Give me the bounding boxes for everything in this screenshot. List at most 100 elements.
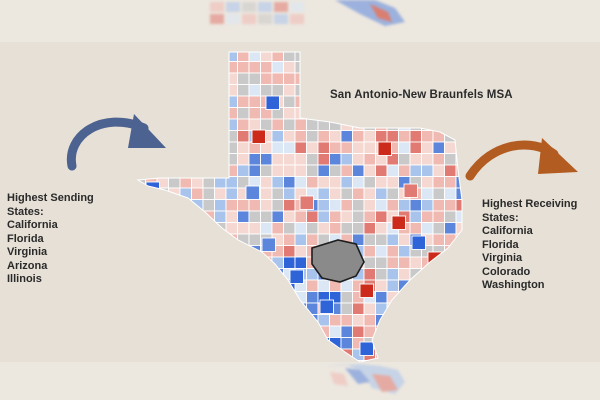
county	[156, 52, 169, 62]
county	[260, 153, 273, 166]
county	[340, 153, 353, 166]
county	[283, 337, 296, 350]
county	[283, 222, 296, 235]
county	[168, 72, 181, 85]
county	[398, 153, 411, 166]
county	[248, 84, 261, 97]
county	[138, 325, 146, 338]
county	[306, 233, 319, 246]
county	[283, 84, 296, 97]
county	[444, 153, 457, 166]
county	[317, 72, 330, 85]
county	[340, 199, 353, 212]
county	[386, 268, 399, 281]
county	[329, 314, 342, 327]
county	[363, 141, 376, 154]
county	[375, 302, 388, 315]
county	[138, 72, 146, 85]
county	[225, 348, 238, 361]
county	[386, 72, 399, 85]
county	[191, 233, 204, 246]
county	[283, 256, 296, 269]
county	[271, 337, 284, 350]
county	[375, 256, 388, 269]
county	[145, 279, 158, 292]
county	[455, 337, 462, 350]
county	[237, 337, 250, 350]
county	[191, 279, 204, 292]
county	[156, 199, 169, 212]
county	[306, 176, 319, 189]
county	[271, 72, 284, 85]
county	[248, 107, 261, 120]
county	[317, 187, 330, 200]
county	[455, 61, 462, 74]
county	[340, 52, 353, 62]
county	[409, 302, 422, 315]
county	[444, 360, 457, 362]
county	[283, 95, 296, 108]
county	[340, 141, 353, 154]
county	[283, 164, 296, 177]
county	[386, 325, 399, 338]
county	[145, 84, 158, 97]
county	[202, 95, 215, 108]
county	[214, 61, 227, 74]
county	[432, 360, 445, 362]
county	[225, 187, 238, 200]
county	[444, 268, 457, 281]
bottom-reflection	[325, 364, 405, 394]
county	[260, 84, 273, 97]
county	[317, 107, 330, 120]
county	[409, 210, 422, 223]
county	[145, 210, 158, 223]
county	[352, 302, 365, 315]
county	[294, 302, 307, 315]
county	[375, 233, 388, 246]
county	[145, 199, 158, 212]
county	[145, 348, 158, 361]
county	[237, 325, 250, 338]
county	[283, 199, 296, 212]
county	[202, 233, 215, 246]
county	[179, 348, 192, 361]
county	[225, 95, 238, 108]
county	[156, 360, 169, 362]
county	[260, 279, 273, 292]
county	[214, 268, 227, 281]
county	[225, 199, 238, 212]
county	[375, 337, 388, 350]
county	[340, 61, 353, 74]
county	[329, 107, 342, 120]
county	[225, 256, 238, 269]
county	[271, 348, 284, 361]
county	[248, 314, 261, 327]
county	[432, 118, 445, 131]
county	[225, 314, 238, 327]
county	[138, 314, 146, 327]
county	[202, 314, 215, 327]
county	[386, 107, 399, 120]
county	[409, 291, 422, 304]
county	[432, 210, 445, 223]
county	[156, 291, 169, 304]
county	[444, 302, 457, 315]
county	[271, 210, 284, 223]
county	[444, 291, 457, 304]
county	[237, 107, 250, 120]
county	[421, 141, 434, 154]
county	[411, 235, 426, 250]
county	[145, 222, 158, 235]
county	[363, 199, 376, 212]
county	[138, 291, 146, 304]
county	[432, 187, 445, 200]
county	[340, 72, 353, 85]
county	[214, 360, 227, 362]
county	[202, 61, 215, 74]
county	[202, 268, 215, 281]
county	[317, 222, 330, 235]
county	[317, 52, 330, 62]
county	[271, 153, 284, 166]
county	[214, 233, 227, 246]
county	[363, 360, 376, 362]
